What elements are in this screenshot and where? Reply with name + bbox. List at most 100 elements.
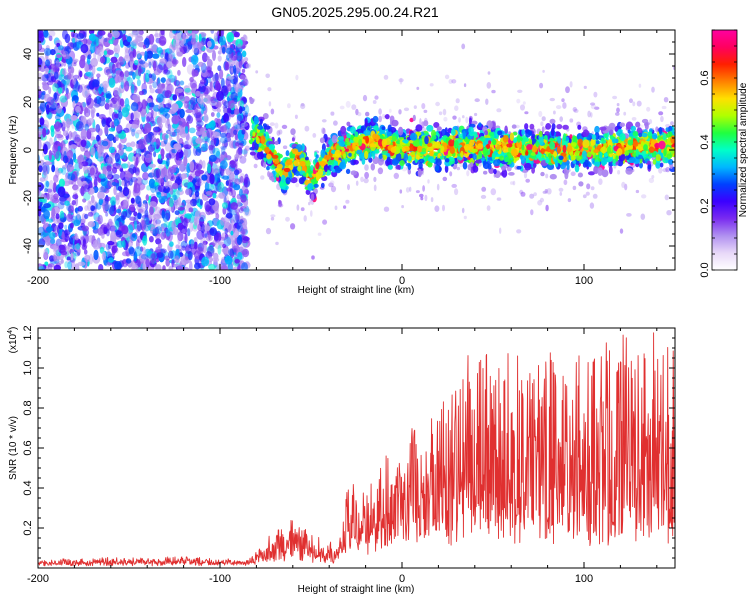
heatmap-cell-2374 [82,87,90,98]
heatmap-cell-1043 [195,117,201,125]
heatmap-cell-3071 [295,74,299,81]
heatmap-cell-2907 [632,101,636,107]
heatmap-cell-2155 [97,30,106,36]
heatmap-cell-1440 [50,128,55,138]
heatmap-cell-4378 [472,165,479,173]
heatmap-cell-2532 [66,149,74,159]
heatmap-cell-1142 [229,248,235,259]
heatmap-cell-1455 [66,92,71,100]
heatmap-cell-2209 [196,246,204,255]
heatmap-cell-2947 [670,121,674,126]
heatmap-cell-2953 [561,98,565,103]
heatmap-cell-2212 [144,122,152,134]
heatmap-cell-2654 [295,182,300,188]
heatmap-cell-1979 [96,112,100,117]
heatmap-cell-2552 [118,56,124,63]
heatmap-cell-892 [129,216,137,221]
heatmap-cell-1402 [142,202,148,208]
heatmap-cell-2577 [201,174,208,181]
heatmap-cell-2201 [156,47,163,54]
heatmap-cell-2640 [585,191,590,196]
heatmap-cell-2542 [59,217,67,223]
heatmap-cell-2686 [247,113,251,117]
heatmap-cell-763 [146,50,154,59]
heatmap-cell-1321 [48,180,54,190]
heatmap-cell-2550 [51,207,56,218]
heatmap-cell-2944 [563,179,568,186]
heatmap-cell-2874 [362,94,368,102]
heatmap-cell-2467 [208,198,216,206]
heatmap-cell-2453 [188,207,194,213]
heatmap-cell-1127 [74,137,77,144]
heatmap-cell-1934 [149,201,157,208]
heatmap-cell-2702 [421,103,426,110]
heatmap-cell-2586 [216,90,224,102]
heatmap-cell-2519 [185,244,192,255]
heatmap-cell-2438 [42,127,47,138]
heatmap-cell-2229 [96,73,101,78]
heatmap-cell-2675 [322,219,328,225]
heatmap-cell-4916 [601,157,607,167]
heatmap-cell-2538 [176,125,184,136]
heatmap-cell-2653 [658,111,664,116]
heatmap-cell-4700 [532,163,537,168]
heatmap-cell-1751 [73,219,81,226]
heatmap-cell-4491 [407,163,412,171]
heatmap-cell-2825 [582,194,587,199]
heatmap-cell-2370 [202,85,211,95]
heatmap-cell-4450 [415,155,420,160]
heatmap-cell-2187 [46,193,50,200]
heatmap-cell-2515 [185,104,192,110]
heatmap-cell-2418 [185,188,192,196]
heatmap-cell-1975 [221,247,230,254]
heatmap-cell-713 [148,178,156,189]
heatmap-cell-2502 [219,136,228,144]
heatmap-cell-1398 [184,199,193,204]
heatmap-cell-2420 [106,49,114,55]
heatmap-cell-360 [192,108,198,116]
heatmap-cell-2988 [517,89,523,94]
heatmap-cell-1774 [38,32,45,43]
heatmap-cell-2226 [207,76,212,84]
heatmap-cell-2134 [224,228,228,235]
heatmap-cell-2768 [388,108,392,113]
heatmap-cell-587 [97,128,103,137]
heatmap-cell-2905 [465,116,469,124]
heatmap-cell-2829 [357,112,362,117]
heatmap-cell-4792 [562,124,569,130]
heatmap-cell-3018 [486,82,492,89]
heatmap-cell-2496 [176,265,184,270]
heatmap-cell-4848 [619,122,625,128]
heatmap-cell-2299 [153,168,159,180]
heatmap-cell-2501 [181,228,186,234]
heatmap-cell-2335 [224,255,233,265]
heatmap-cell-970 [165,142,171,152]
heatmap-cell-4558 [493,168,497,175]
heatmap-cell-2411 [182,33,187,44]
heatmap-cell-1866 [105,262,111,267]
heatmap-cell-2484 [69,144,78,149]
heatmap-cell-2322 [65,54,71,60]
heatmap-cell-2245 [127,161,131,169]
heatmap-cell-2118 [165,228,171,237]
heatmap-cell-2710 [530,209,534,216]
heatmap-cell-2676 [516,98,521,104]
heatmap-cell-142 [41,171,47,179]
heatmap-cell-2959 [275,241,279,246]
heatmap-cell-3883 [274,140,279,145]
heatmap-cell-2831 [571,172,575,177]
heatmap-cell-4408 [345,168,351,174]
heatmap-cell-3000 [401,205,404,209]
heatmap-cell-4573 [285,150,290,157]
heatmap-cell-2713 [516,229,522,234]
heatmap-cell-1878 [55,134,63,139]
heatmap-cell-2736 [462,115,465,119]
heatmap-cell-2597 [78,162,83,170]
heatmap-cell-1903 [181,173,188,179]
heatmap-cell-2561 [113,47,118,53]
heatmap-cell-248 [240,205,247,212]
heatmap-cell-4264 [658,126,663,135]
heatmap-cell-3079 [537,200,543,206]
heatmap-cell-2369 [135,156,139,166]
heatmap-cell-2352 [114,260,122,270]
